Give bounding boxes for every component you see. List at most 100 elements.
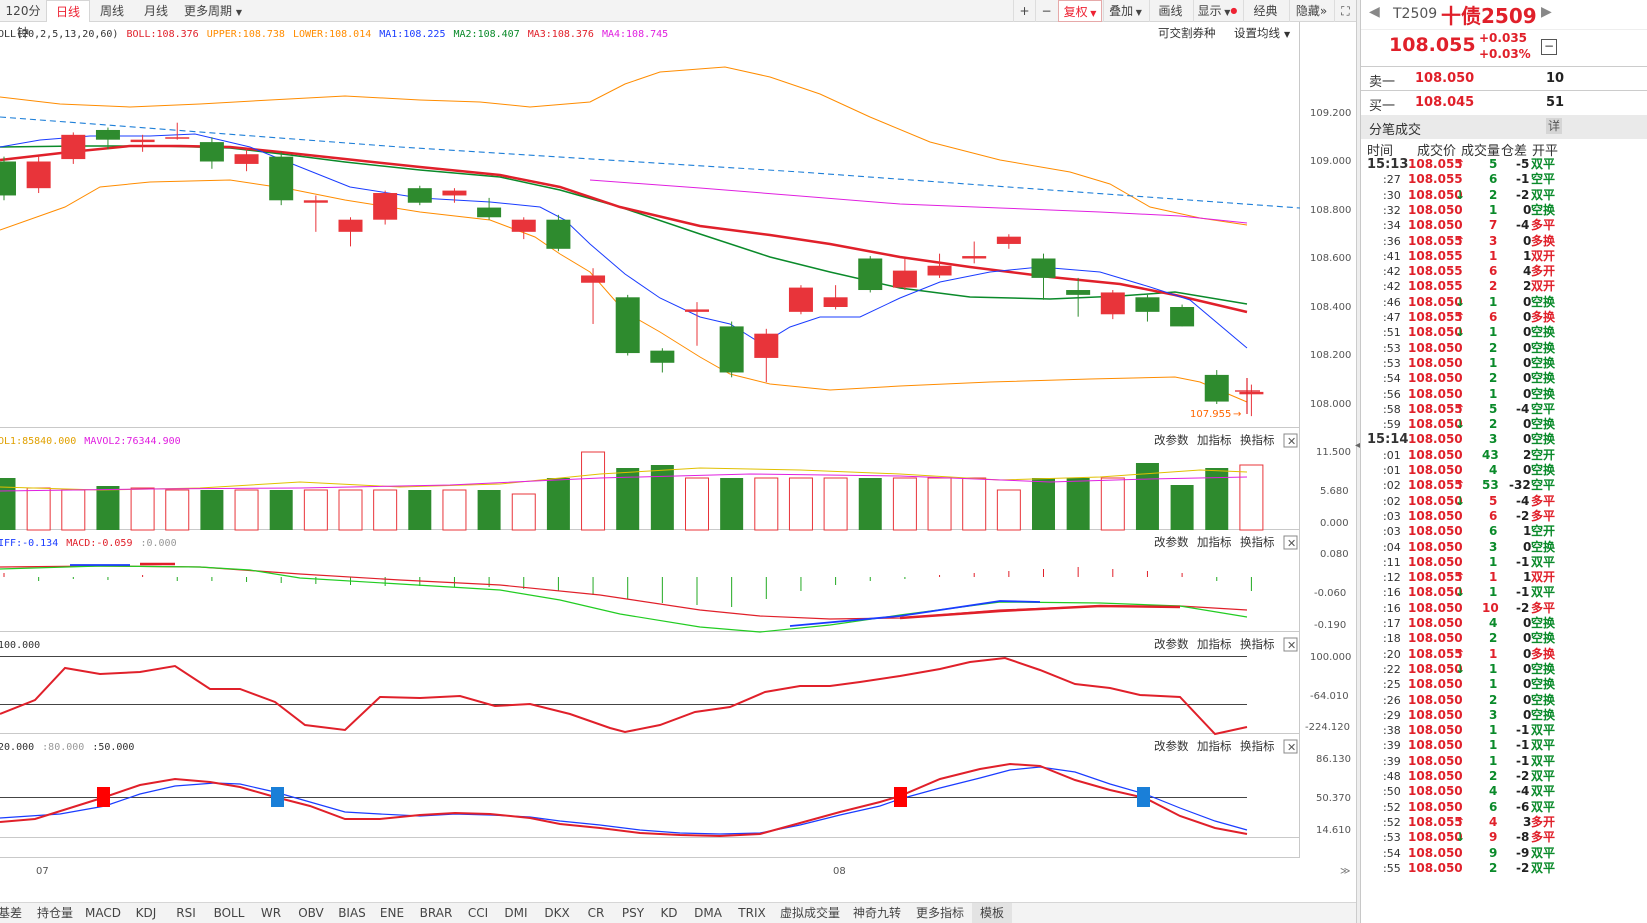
kdj-death-cross-marker (1137, 787, 1150, 807)
tick-open-close: 空换 (1531, 386, 1556, 401)
switch-indicator-button[interactable]: 换指标 (1240, 433, 1275, 447)
y-tick: 5.680 (1320, 486, 1349, 497)
add-indicator-button[interactable]: 加指标 (1197, 433, 1232, 447)
close-icon[interactable] (1283, 637, 1298, 652)
tick-price: 108.050 (1408, 371, 1463, 386)
edit-params-button[interactable]: 改参数 (1154, 739, 1189, 753)
close-icon[interactable] (1283, 433, 1298, 448)
more-periods-label: 更多周期 (184, 4, 233, 18)
indicator-tab[interactable]: DKX (544, 906, 570, 920)
kdj-k-line (0, 762, 1248, 838)
add-indicator-button[interactable]: 加指标 (1197, 637, 1232, 651)
candle (373, 190, 398, 225)
x-axis: 07 08 ≫ (0, 857, 1350, 877)
indicator-tab[interactable]: MACD (85, 906, 121, 920)
indicator-tab[interactable]: BIAS (338, 906, 366, 920)
indicator-tab[interactable]: 虚拟成交量 (779, 906, 840, 920)
zoom-in-button[interactable]: + (1013, 0, 1035, 22)
chart-canvas[interactable]: BOLL(20,2,5,13,20,60) BOLL:108.376 UPPER:1… (0, 22, 1358, 902)
candle-body (685, 309, 709, 312)
more-periods-dropdown[interactable]: 更多周期 ▼ (180, 0, 246, 22)
indicator-tab[interactable]: BOLL (213, 906, 245, 920)
switch-indicator-button[interactable]: 换指标 (1240, 637, 1275, 651)
tick-volume: 2 (1489, 692, 1498, 707)
draw-line-button[interactable]: 画线 (1149, 0, 1191, 22)
volume-bar (581, 451, 606, 531)
indicator-tab[interactable]: KD (660, 906, 678, 920)
tick-oi-change: 0 (1523, 386, 1532, 401)
indicator-tabs: 基差 持仓量 MACD KDJ RSI BOLL WR OBV BIAS ENE BRAR CCI DM… (0, 902, 1358, 923)
indicator-tab[interactable]: CCI (467, 906, 489, 920)
tick-oi-change: 0 (1523, 463, 1532, 477)
edit-params-button[interactable]: 改参数 (1154, 535, 1189, 549)
tick-time: :32 (1383, 203, 1401, 217)
candle-body (962, 256, 987, 259)
indicator-tab[interactable]: 更多指标 (915, 906, 964, 920)
tick-time: 15:13 (1367, 157, 1409, 172)
close-icon[interactable] (1283, 739, 1298, 754)
period-tab-weekly[interactable]: 周线 (99, 4, 124, 18)
ticks-list[interactable]: 15:13 108.055 ↑ 5 -5 双平:27 108.055 6 -1 空平:30 108.… (1361, 157, 1647, 923)
tick-time: :41 (1383, 249, 1401, 263)
ticks-title-bar: 分笔成交 详 (1361, 115, 1647, 139)
mavol2-line (0, 473, 1248, 492)
instrument-name: 十债2509 (1441, 4, 1537, 28)
tick-open-close: 双平 (1531, 860, 1556, 875)
indicator-tab[interactable]: ENE (379, 906, 405, 920)
add-indicator-button[interactable]: 加指标 (1197, 739, 1232, 753)
tick-row: :01 108.050 4 0 空换 (1361, 463, 1647, 478)
ticks-detail-button[interactable]: 详 (1546, 118, 1562, 134)
add-indicator-button[interactable]: 加指标 (1197, 535, 1232, 549)
tick-row: 15:13 108.055 ↑ 5 -5 双平 (1361, 157, 1647, 172)
indicator-tab[interactable]: PSY (621, 906, 645, 920)
prev-instrument-icon[interactable]: ◀ (1369, 4, 1380, 20)
tick-volume: 1 (1489, 355, 1498, 370)
zoom-out-button[interactable]: − (1035, 0, 1057, 22)
collapse-panel-icon[interactable]: ◀ (1355, 440, 1363, 451)
adjust-button[interactable]: 复权 ▼ (1058, 0, 1102, 22)
period-tab-monthly[interactable]: 月线 (143, 4, 168, 18)
indicator-tab[interactable]: DMA (694, 906, 722, 920)
switch-indicator-button[interactable]: 换指标 (1240, 739, 1275, 753)
indicator-tab[interactable]: 持仓量 (36, 906, 73, 920)
indicator-tab[interactable]: CR (587, 906, 605, 920)
arrow-up-icon: ↑ (1455, 157, 1466, 171)
tick-time: :17 (1383, 617, 1401, 630)
set-ma-button[interactable]: 设置均线 (1234, 26, 1280, 40)
tick-open-close: 空换 (1531, 294, 1556, 309)
fullscreen-icon[interactable]: ⛶ (1334, 0, 1356, 22)
edit-params-button[interactable]: 改参数 (1154, 637, 1189, 651)
candle (788, 285, 813, 315)
next-instrument-icon[interactable]: ▶ (1541, 4, 1552, 20)
panel-splitter[interactable]: ◀ (1355, 0, 1363, 923)
indicator-tab[interactable]: 模板 (972, 903, 1012, 923)
indicator-tab[interactable]: 神奇九转 (852, 906, 901, 920)
indicator-tab[interactable]: BRAR (419, 906, 453, 920)
indicator-tab[interactable]: RSI (176, 906, 196, 920)
indicator-tab[interactable]: KDJ (135, 906, 157, 920)
close-icon[interactable] (1283, 535, 1298, 550)
indicator-tab[interactable]: DMI (504, 906, 528, 920)
indicator-tab[interactable]: TRIX (738, 906, 766, 920)
volume-bar (165, 489, 190, 531)
volume-bar (373, 489, 398, 531)
scroll-right-icon[interactable]: ≫ (1340, 866, 1350, 877)
edit-params-button[interactable]: 改参数 (1154, 433, 1189, 447)
indicator-tab[interactable]: WR (260, 906, 282, 920)
indicator-value: BOLL(20,2,5,13,20,60) (0, 29, 118, 40)
hide-button[interactable]: 隐藏» (1289, 0, 1333, 22)
chevron-down-icon: ▼ (235, 8, 242, 17)
period-tab-120min[interactable]: 120分钟 (5, 4, 41, 40)
minimize-icon[interactable]: − (1541, 39, 1557, 55)
switch-indicator-button[interactable]: 换指标 (1240, 535, 1275, 549)
indicator-tab[interactable]: 基差 (0, 906, 22, 920)
classic-button[interactable]: 经典 (1243, 0, 1287, 22)
candle (1239, 384, 1264, 417)
deliverable-bonds-button[interactable]: 可交割券种 (1158, 26, 1216, 40)
display-button[interactable]: 显示 ▼● (1193, 0, 1241, 22)
indicator-tab[interactable]: OBV (298, 906, 324, 920)
arrow-up-icon: ↑ (1455, 570, 1466, 585)
overlay-button[interactable]: 叠加 ▼ (1103, 0, 1147, 22)
tick-price: 108.055 (1408, 279, 1463, 294)
period-tab-daily[interactable]: 日线 (46, 0, 90, 22)
